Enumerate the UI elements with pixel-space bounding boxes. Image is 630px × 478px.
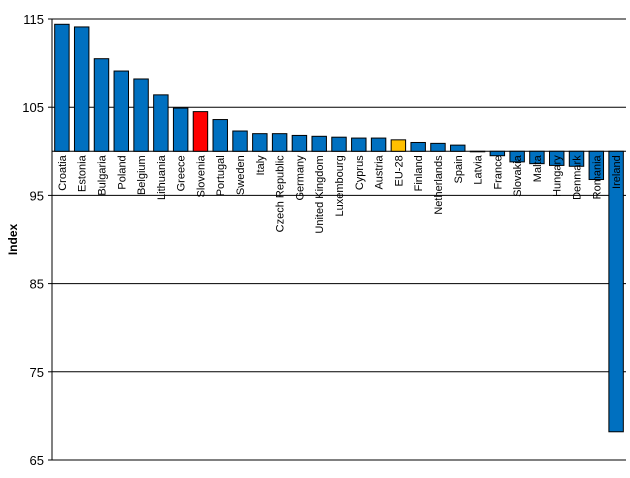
- bar-united-kingdom: [311, 135, 327, 152]
- category-label: Croatia: [57, 154, 69, 190]
- category-label: Slovakia: [512, 154, 524, 196]
- y-tick-label: 75: [30, 365, 44, 380]
- category-label: Portugal: [215, 155, 227, 196]
- bar-ireland: [608, 150, 624, 433]
- bar-austria: [370, 137, 387, 152]
- category-label: Germany: [294, 155, 306, 201]
- category-labels: Croatia Estonia Bulgaria Poland Belgium Lithu…: [57, 154, 623, 233]
- bar-denmark: [568, 150, 585, 167]
- category-label: Finland: [413, 155, 425, 191]
- category-label: Lithuania: [156, 154, 168, 200]
- bar-poland: [113, 70, 130, 152]
- category-label: Bulgaria: [96, 154, 108, 195]
- bar-latvia: [469, 150, 486, 153]
- bar-hungary: [548, 150, 565, 166]
- bar-malta: [529, 150, 545, 165]
- y-tick-label: 105: [22, 100, 44, 115]
- bar-germany: [291, 134, 308, 152]
- category-label: Luxembourg: [334, 155, 346, 216]
- category-label: Austria: [374, 154, 386, 189]
- bars: [54, 23, 624, 433]
- category-label: Denmark: [572, 155, 584, 200]
- category-label: Czech Republic: [275, 155, 287, 233]
- category-label: EU-28: [393, 155, 405, 186]
- category-label: France: [492, 155, 504, 189]
- category-label: Sweden: [235, 155, 247, 195]
- y-tick-label: 115: [23, 12, 44, 27]
- bar-sweden: [232, 130, 248, 152]
- category-label: Belgium: [136, 155, 148, 195]
- bar-france: [489, 150, 506, 157]
- category-label: United Kingdom: [314, 155, 326, 233]
- y-tick-label: 65: [30, 453, 44, 468]
- category-label: Ireland: [611, 155, 623, 189]
- bar-finland: [410, 141, 426, 152]
- y-axis-ticks: 65 75 85 95 105 115: [22, 12, 52, 468]
- category-label: Netherlands: [433, 155, 445, 215]
- category-label: Cyprus: [354, 155, 366, 190]
- bar-slovenia: [192, 111, 209, 152]
- category-label: Latvia: [473, 154, 485, 184]
- bar-romania: [588, 150, 605, 181]
- bar-belgium: [133, 78, 149, 152]
- category-label: Romania: [591, 154, 603, 199]
- bar-estonia: [73, 26, 90, 152]
- bar-luxembourg: [331, 136, 347, 152]
- category-label: Hungary: [552, 155, 564, 197]
- y-tick-label: 85: [30, 277, 44, 292]
- bar-bulgaria: [93, 58, 110, 152]
- bar-croatia: [54, 23, 70, 152]
- bar-lithuania: [153, 94, 169, 152]
- bar-slovakia: [509, 150, 525, 163]
- bar-czech-republic: [271, 133, 288, 152]
- category-label: Spain: [453, 155, 465, 183]
- category-label: Slovenia: [195, 154, 207, 197]
- category-label: Poland: [116, 155, 128, 189]
- category-label: Malta: [532, 154, 544, 182]
- bar-eu-28: [390, 139, 407, 152]
- category-label: Italy: [255, 155, 267, 176]
- y-axis-label: Index: [6, 224, 20, 256]
- y-tick-label: 95: [30, 188, 44, 203]
- category-label: Estonia: [77, 154, 89, 192]
- bar-portugal: [212, 119, 228, 152]
- bar-italy: [252, 133, 268, 152]
- category-label: Greece: [176, 155, 188, 191]
- bar-netherlands: [430, 142, 446, 152]
- bar-cyprus: [351, 137, 367, 152]
- bar-greece: [172, 107, 189, 152]
- bar-spain: [450, 144, 466, 152]
